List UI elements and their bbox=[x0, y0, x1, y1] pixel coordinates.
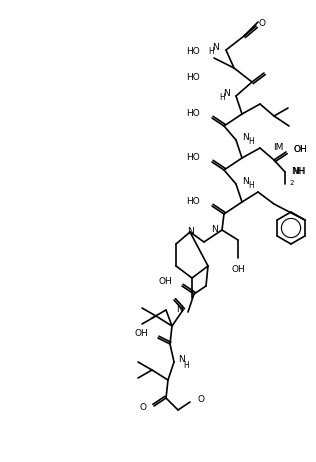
Text: HO: HO bbox=[186, 197, 200, 207]
Text: H: H bbox=[219, 93, 225, 103]
Text: N: N bbox=[211, 225, 218, 233]
Text: OH: OH bbox=[134, 329, 148, 339]
Text: H: H bbox=[183, 360, 189, 370]
Text: HO: HO bbox=[186, 48, 200, 56]
Text: OH: OH bbox=[231, 265, 245, 274]
Text: HO: HO bbox=[186, 73, 200, 83]
Text: NH: NH bbox=[292, 166, 306, 176]
Text: H: H bbox=[248, 138, 254, 146]
Text: N: N bbox=[187, 227, 193, 237]
Text: N: N bbox=[223, 90, 230, 98]
Text: N: N bbox=[176, 305, 183, 315]
Text: O: O bbox=[197, 395, 204, 405]
Text: O: O bbox=[140, 403, 147, 413]
Text: N: N bbox=[242, 134, 249, 142]
Text: N: N bbox=[178, 355, 185, 365]
Text: N: N bbox=[242, 177, 249, 187]
Text: HO: HO bbox=[186, 153, 200, 163]
Text: O: O bbox=[258, 18, 265, 28]
Text: H: H bbox=[208, 48, 214, 56]
Text: N: N bbox=[212, 43, 219, 53]
Text: H: H bbox=[248, 182, 254, 190]
Text: 2: 2 bbox=[290, 180, 295, 186]
Text: OH: OH bbox=[158, 278, 172, 286]
Text: NH: NH bbox=[291, 168, 305, 176]
Text: OH: OH bbox=[294, 145, 308, 153]
Text: OH: OH bbox=[293, 145, 307, 153]
Text: IM: IM bbox=[273, 144, 283, 152]
Text: HO: HO bbox=[186, 109, 200, 118]
